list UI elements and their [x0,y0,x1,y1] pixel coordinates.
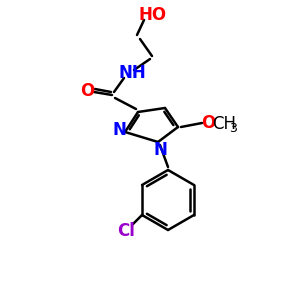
Text: N: N [112,121,126,139]
Text: Cl: Cl [117,222,135,240]
Text: CH: CH [212,115,236,133]
Text: NH: NH [118,64,146,82]
Text: HO: HO [139,6,167,24]
Text: 3: 3 [229,122,237,134]
Text: N: N [153,141,167,159]
Text: O: O [201,114,215,132]
Text: O: O [80,82,94,100]
